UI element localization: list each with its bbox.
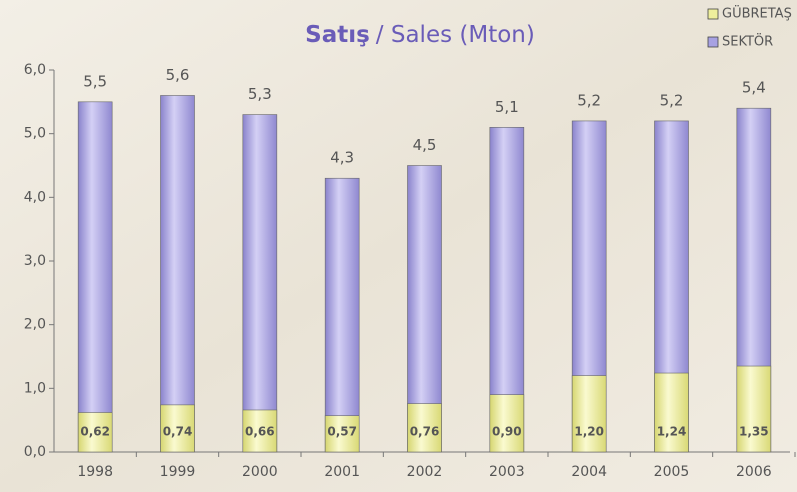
y-tick-label: 5,0 bbox=[24, 126, 46, 142]
title-bold: Satış bbox=[305, 22, 370, 48]
chart-title: Satış / Sales (Mton) bbox=[305, 22, 535, 48]
data-label: 5,5 bbox=[83, 72, 107, 90]
y-tick-label: 4,0 bbox=[24, 189, 46, 205]
bar bbox=[654, 372, 689, 453]
y-tick-label: 0,0 bbox=[24, 444, 46, 460]
data-label: 0,66 bbox=[245, 425, 275, 439]
data-label: 5,6 bbox=[166, 66, 190, 84]
bar bbox=[407, 403, 442, 453]
legend-swatch bbox=[707, 36, 719, 48]
x-tick-label: 2001 bbox=[324, 464, 360, 480]
data-label: 5,1 bbox=[495, 98, 519, 116]
data-label: 5,4 bbox=[742, 79, 766, 97]
data-label: 5,3 bbox=[248, 85, 272, 103]
x-tick-label: 1999 bbox=[160, 464, 196, 480]
legend-label: SEKTÖR bbox=[722, 33, 773, 50]
y-tick-label: 6,0 bbox=[24, 62, 46, 78]
bar bbox=[160, 95, 195, 453]
data-label: 0,62 bbox=[80, 425, 110, 439]
x-tick-label: 2003 bbox=[489, 464, 525, 480]
bar bbox=[242, 409, 278, 453]
bar bbox=[571, 375, 607, 453]
x-tick-label: 1998 bbox=[77, 464, 113, 480]
bar bbox=[242, 114, 278, 453]
x-tick-label: 2006 bbox=[736, 464, 772, 480]
data-label: 1,35 bbox=[739, 425, 769, 439]
bar bbox=[324, 415, 360, 453]
legend-label: GÜBRETAŞ bbox=[722, 5, 792, 22]
data-label: 5,2 bbox=[660, 91, 684, 109]
x-tick-label: 2002 bbox=[407, 464, 443, 480]
data-label: 5,2 bbox=[577, 91, 601, 109]
data-label: 1,20 bbox=[574, 425, 604, 439]
data-label: 0,76 bbox=[410, 425, 440, 439]
title-rest: / Sales (Mton) bbox=[376, 22, 535, 48]
data-label: 0,57 bbox=[327, 425, 357, 439]
bar bbox=[324, 177, 360, 453]
data-label: 1,24 bbox=[657, 425, 687, 439]
data-label: 4,5 bbox=[413, 136, 437, 154]
x-tick-label: 2000 bbox=[242, 464, 278, 480]
y-tick-label: 3,0 bbox=[24, 253, 46, 269]
x-tick-label: 2005 bbox=[654, 464, 690, 480]
bar bbox=[489, 394, 525, 453]
legend-swatch bbox=[707, 8, 719, 20]
x-tick-label: 2004 bbox=[571, 464, 607, 480]
data-label: 0,90 bbox=[492, 425, 522, 439]
y-tick-label: 1,0 bbox=[24, 380, 46, 396]
bar bbox=[160, 404, 195, 453]
data-label: 0,74 bbox=[163, 425, 193, 439]
y-tick-label: 2,0 bbox=[24, 317, 46, 333]
bar bbox=[736, 365, 772, 453]
data-label: 4,3 bbox=[330, 149, 354, 167]
bar bbox=[77, 101, 113, 453]
bar bbox=[77, 412, 113, 453]
